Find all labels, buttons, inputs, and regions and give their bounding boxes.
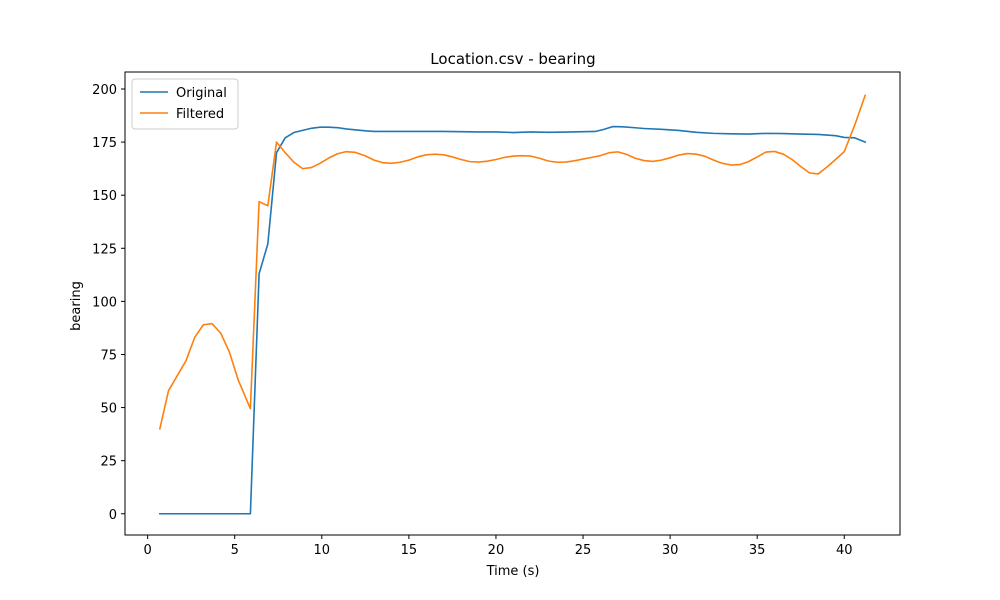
legend-label-filtered: Filtered <box>176 107 224 122</box>
y-tick-label: 75 <box>100 348 117 363</box>
y-tick-label: 125 <box>92 242 117 257</box>
x-tick-label: 35 <box>749 543 766 558</box>
x-tick-label: 40 <box>836 543 853 558</box>
series-line-filtered <box>158 94 867 430</box>
x-tick-label: 5 <box>231 543 239 558</box>
y-tick-label: 175 <box>92 136 117 151</box>
axes-frame <box>124 71 901 536</box>
y-tick-label: 0 <box>109 508 117 523</box>
plot-area <box>158 94 867 515</box>
y-tick-label: 50 <box>100 402 117 417</box>
y-tick-label: 100 <box>92 295 117 310</box>
series-line-original <box>159 125 867 515</box>
y-tick-label: 200 <box>92 83 117 98</box>
y-axis-label: bearing <box>69 281 84 331</box>
x-axis-label: Time (s) <box>486 564 540 579</box>
y-tick-label: 150 <box>92 189 117 204</box>
x-tick-label: 10 <box>314 543 331 558</box>
x-tick-label: 15 <box>401 543 418 558</box>
x-tick-label: 30 <box>662 543 679 558</box>
x-tick-label: 25 <box>575 543 592 558</box>
x-tick-label: 20 <box>488 543 505 558</box>
legend: Original Filtered <box>131 78 239 130</box>
legend-label-original: Original <box>176 86 227 101</box>
x-tick-label: 0 <box>143 543 151 558</box>
axes: 0 5 10 15 20 25 30 35 40 0 25 50 75 100 125 150 175 200 <box>92 71 901 558</box>
y-tick-label: 25 <box>100 455 117 470</box>
chart-title: Location.csv - bearing <box>430 50 595 68</box>
